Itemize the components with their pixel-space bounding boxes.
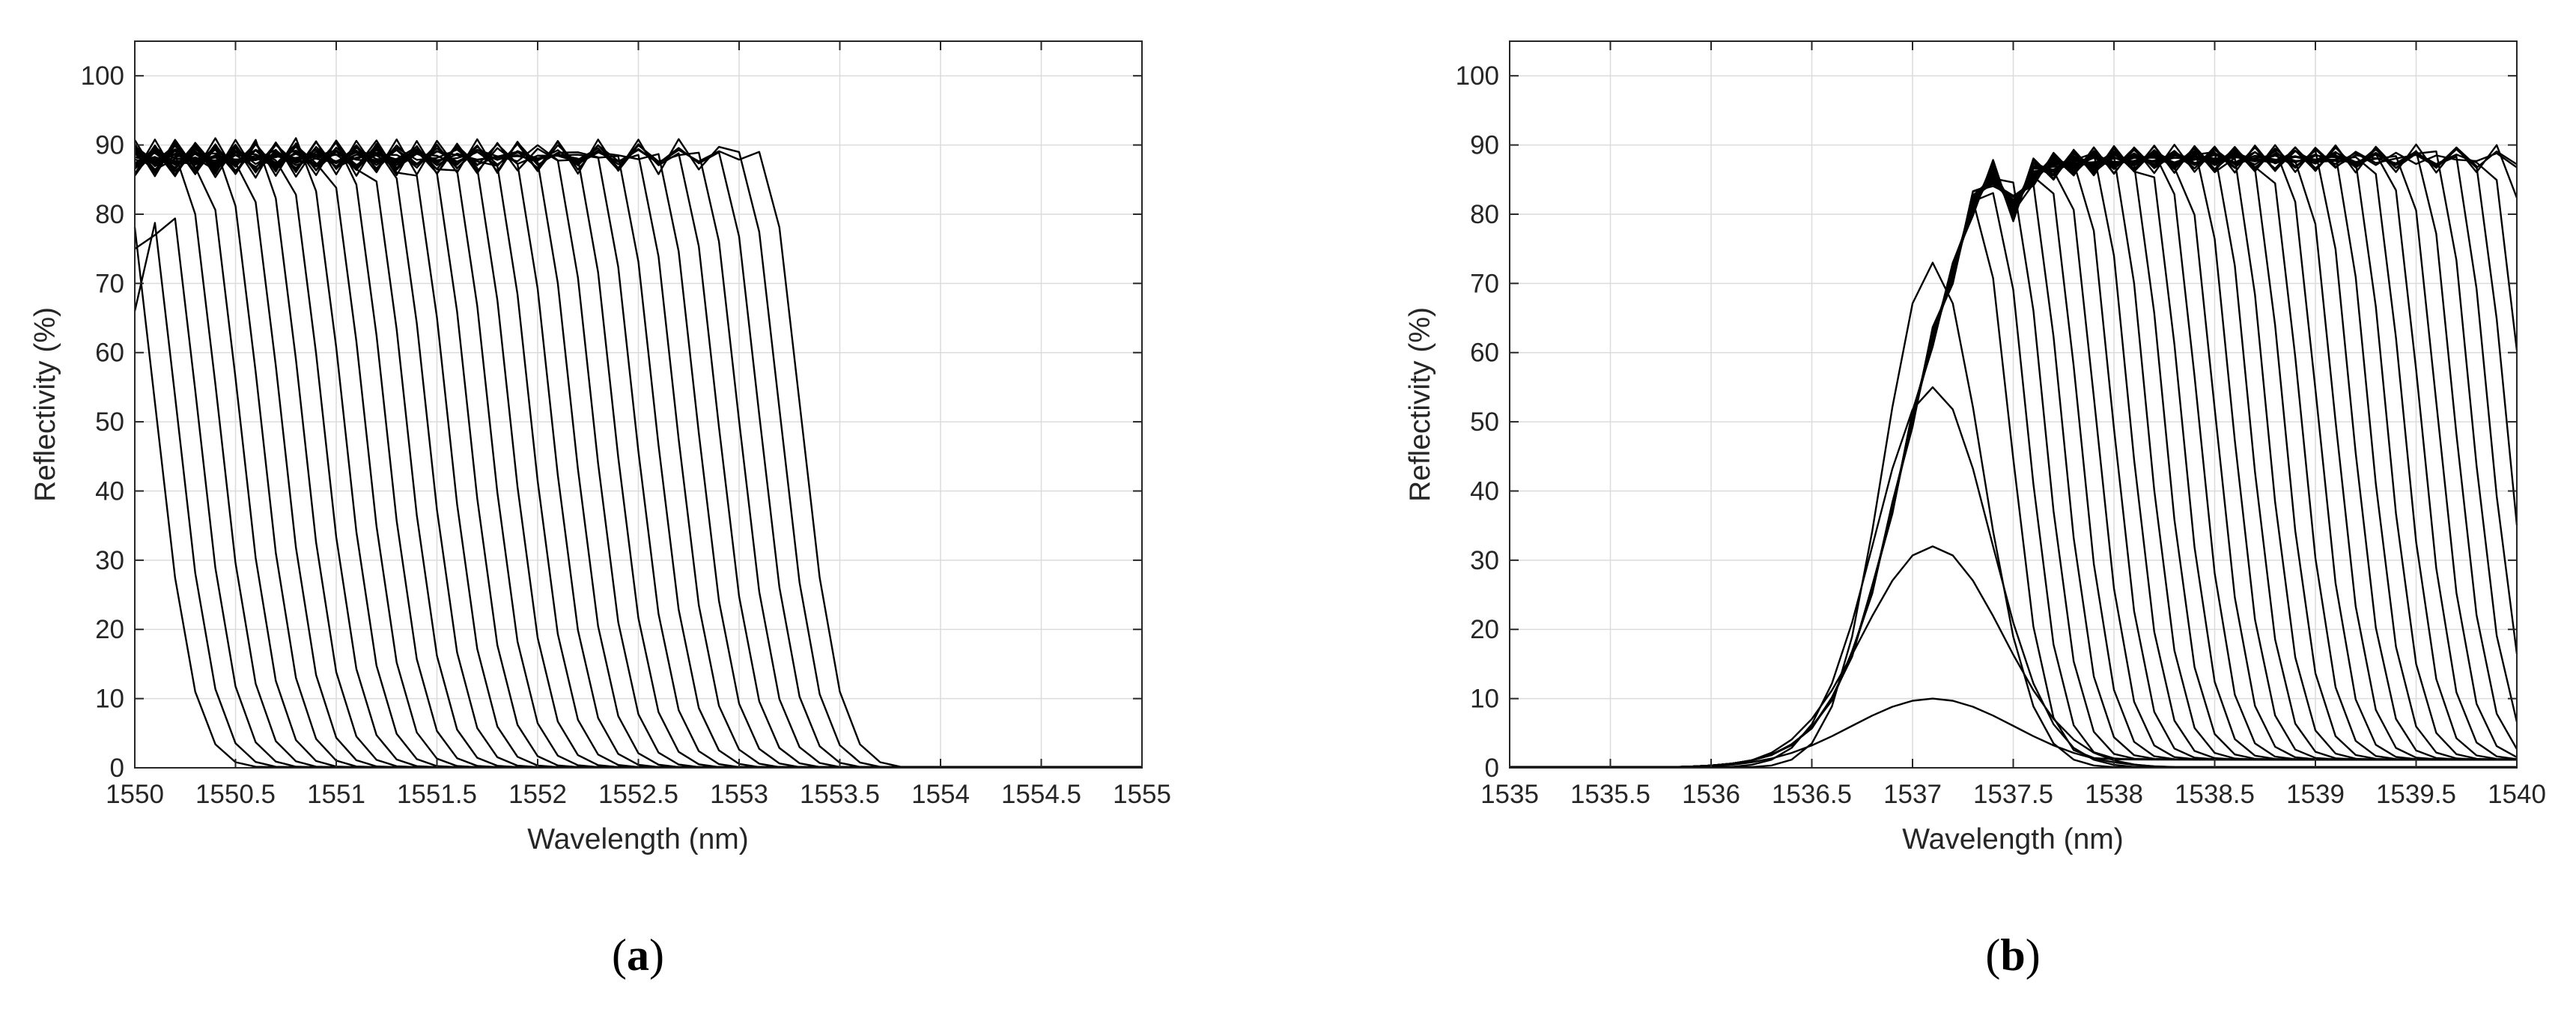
x-tick-label: 1551.5 — [397, 780, 477, 809]
y-tick-label: 100 — [81, 61, 124, 91]
y-tick-labels: 0 10 20 30 40 50 60 70 80 90 100 — [1456, 61, 1499, 783]
y-tick-label: 50 — [95, 407, 124, 437]
y-tick-label: 70 — [95, 269, 124, 298]
x-tick-label: 1538.5 — [2175, 780, 2255, 809]
y-tick-labels: 0 10 20 30 40 50 60 70 80 90 100 — [81, 61, 124, 783]
x-tick-label: 1535.5 — [1570, 780, 1650, 809]
x-tick-labels: 1550 1550.5 1551 1551.5 1552 1552.5 1553 1553.5… — [106, 780, 1171, 809]
chart-panel-b: 1535 1535.5 1536 1536.5 1537 1537.5 1538 1538.5… — [1404, 40, 2546, 980]
x-tick-labels: 1535 1535.5 1536 1536.5 1537 1537.5 1538 1538.5… — [1480, 780, 2546, 809]
x-tick-label: 1537.5 — [1973, 780, 2053, 809]
x-tick-label: 1550 — [106, 780, 164, 809]
x-tick-label: 1551 — [307, 780, 365, 809]
y-tick-label: 60 — [1470, 339, 1499, 368]
x-tick-label: 1554.5 — [1001, 780, 1081, 809]
panel-label-b: (b) — [1985, 930, 2040, 980]
y-tick-label: 50 — [1470, 407, 1499, 437]
x-tick-label: 1539.5 — [2376, 780, 2456, 809]
y-tick-label: 10 — [1470, 685, 1499, 714]
x-tick-label: 1540 — [2488, 780, 2546, 809]
x-tick-label: 1538 — [2085, 780, 2143, 809]
panel-letter-a: a — [627, 930, 649, 980]
y-tick-label: 20 — [1470, 615, 1499, 644]
panel-letter-b: b — [2000, 930, 2025, 980]
x-tick-label: 1536.5 — [1772, 780, 1852, 809]
y-tick-label: 10 — [95, 685, 124, 714]
y-tick-label: 100 — [1456, 61, 1499, 91]
x-tick-label: 1553 — [710, 780, 768, 809]
x-axis-label: Wavelength (nm) — [527, 823, 749, 855]
y-tick-label: 0 — [1485, 754, 1499, 783]
x-tick-label: 1536 — [1682, 780, 1740, 809]
y-tick-label: 0 — [110, 754, 124, 783]
y-tick-label: 90 — [95, 131, 124, 160]
y-tick-label: 60 — [95, 339, 124, 368]
series-line — [1510, 151, 2518, 769]
panel-label-a: (a) — [612, 930, 664, 980]
y-tick-label: 80 — [95, 200, 124, 229]
y-tick-label: 80 — [1470, 200, 1499, 229]
x-tick-label: 1535 — [1480, 780, 1539, 809]
x-tick-label: 1552.5 — [598, 780, 678, 809]
x-tick-label: 1550.5 — [195, 780, 276, 809]
x-tick-label: 1555 — [1113, 780, 1171, 809]
y-tick-label: 30 — [95, 546, 124, 575]
x-tick-label: 1539 — [2286, 780, 2345, 809]
y-tick-label: 30 — [1470, 546, 1499, 575]
y-axis-label: Reflectivity (%) — [29, 307, 61, 502]
y-tick-label: 40 — [1470, 476, 1499, 506]
x-axis-label: Wavelength (nm) — [1902, 823, 2124, 855]
y-tick-label: 90 — [1470, 131, 1499, 160]
x-tick-label: 1554 — [911, 780, 970, 809]
y-axis-label: Reflectivity (%) — [1404, 307, 1436, 502]
y-tick-label: 70 — [1470, 269, 1499, 298]
x-tick-label: 1553.5 — [800, 780, 880, 809]
x-tick-label: 1537 — [1883, 780, 1942, 809]
y-tick-label: 40 — [95, 476, 124, 506]
x-tick-label: 1552 — [508, 780, 567, 809]
tick-marks — [134, 41, 1143, 769]
chart-panel-a: 1550 1550.5 1551 1551.5 1552 1552.5 1553 1553.5… — [29, 40, 1171, 980]
tick-marks — [1509, 41, 2518, 769]
y-tick-label: 20 — [95, 615, 124, 644]
